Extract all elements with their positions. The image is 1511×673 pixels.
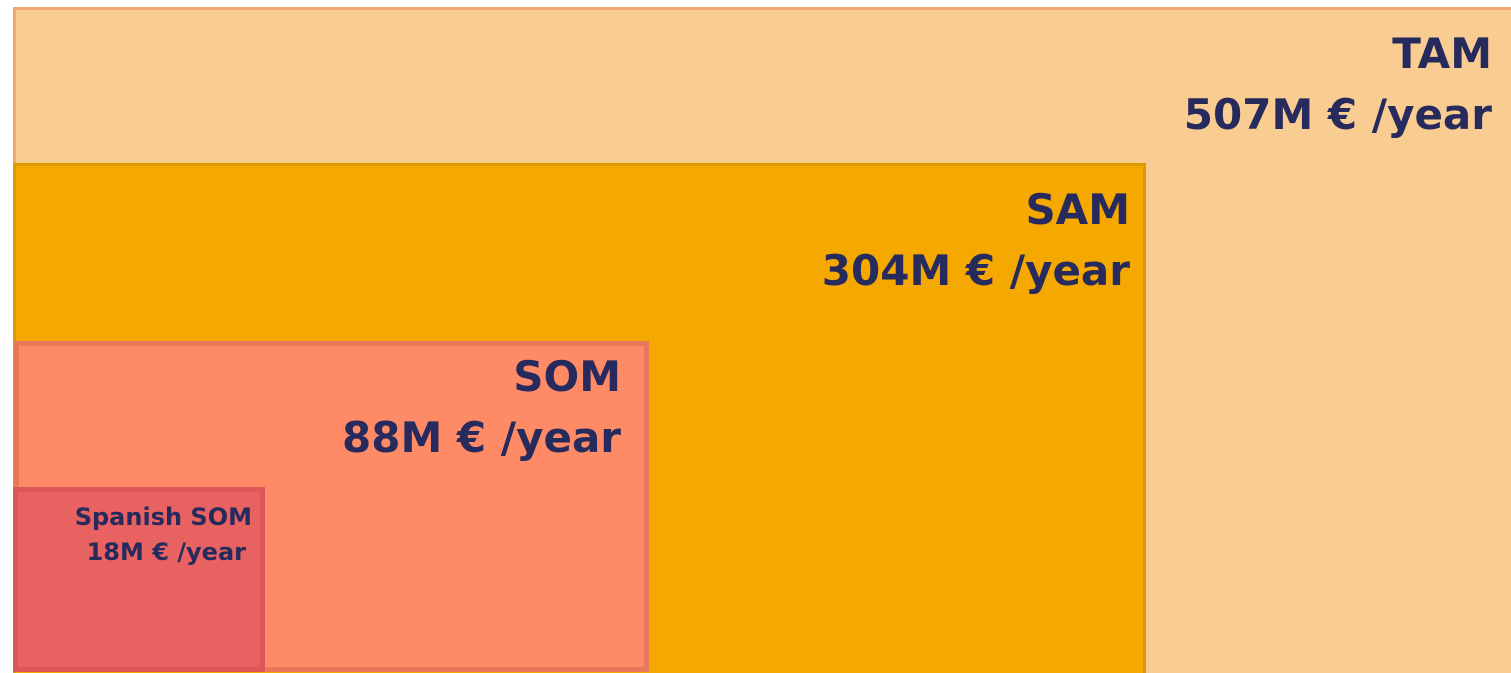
tam-label: TAM <box>1392 29 1492 78</box>
spanish-som-label: Spanish SOM <box>75 503 252 531</box>
som-label: SOM <box>513 352 621 401</box>
som-value: 88M € /year <box>342 413 621 462</box>
sam-value: 304M € /year <box>822 246 1130 295</box>
spanish-som-value: 18M € /year <box>87 538 247 566</box>
sam-label: SAM <box>1025 185 1130 234</box>
spanish-som-box <box>13 487 265 672</box>
tam-value: 507M € /year <box>1184 90 1492 139</box>
